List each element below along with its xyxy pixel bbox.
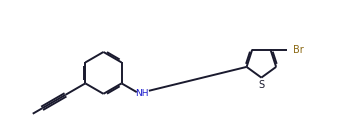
Text: NH: NH xyxy=(135,89,149,98)
Text: S: S xyxy=(258,80,264,90)
Text: Br: Br xyxy=(293,45,303,55)
